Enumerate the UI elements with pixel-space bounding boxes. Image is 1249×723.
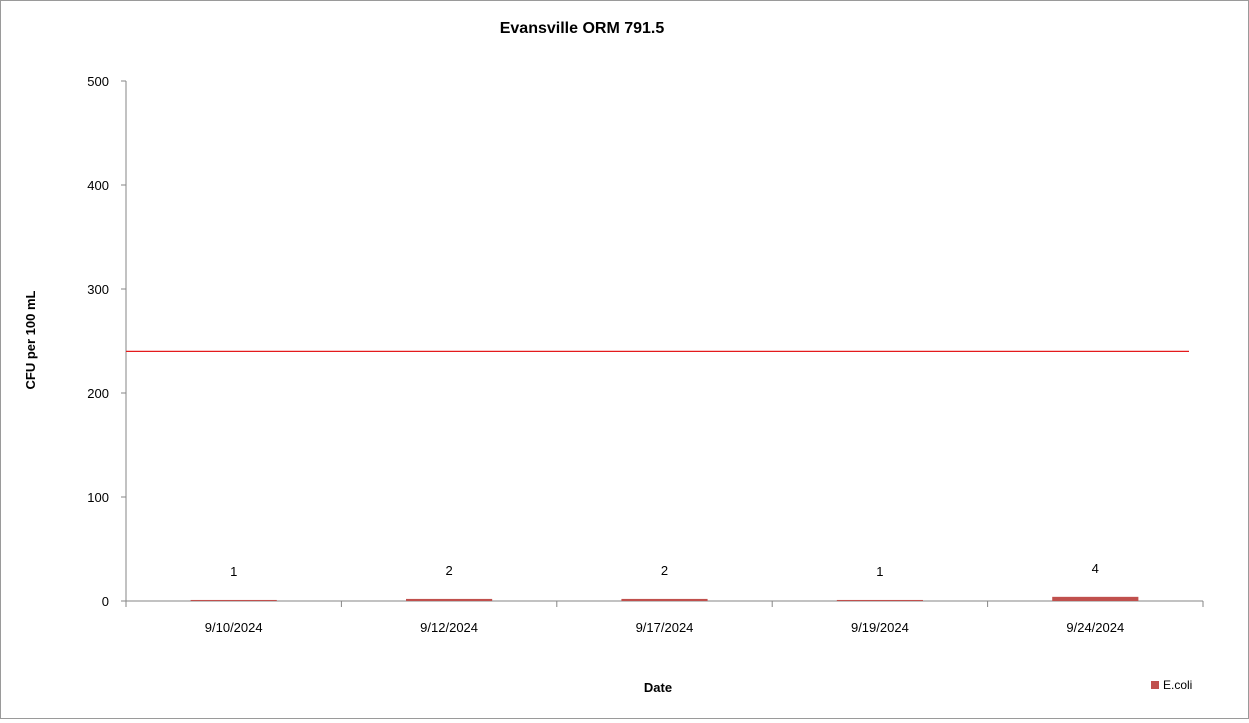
x-tick-label: 9/17/2024 bbox=[636, 620, 694, 635]
legend: E.coli bbox=[1151, 678, 1192, 692]
bar bbox=[190, 599, 277, 601]
x-tick-label: 9/19/2024 bbox=[851, 620, 909, 635]
x-tick-label: 9/12/2024 bbox=[420, 620, 478, 635]
x-axis-title: Date bbox=[644, 680, 672, 695]
y-tick-label: 100 bbox=[87, 490, 109, 505]
chart-title: Evansville ORM 791.5 bbox=[500, 20, 665, 37]
bar bbox=[836, 599, 923, 601]
y-axis-title: CFU per 100 mL bbox=[23, 290, 38, 389]
data-label: 4 bbox=[1092, 561, 1099, 576]
bar bbox=[621, 598, 708, 601]
y-tick-label: 200 bbox=[87, 386, 109, 401]
data-label: 1 bbox=[876, 564, 883, 579]
data-label: 2 bbox=[661, 563, 668, 578]
plot-area: 0 100 200 300 400 500 1 9/10/2024 2 9/12/2024 2 9/1… bbox=[87, 74, 1204, 635]
bar bbox=[1052, 596, 1139, 601]
data-label: 2 bbox=[445, 563, 452, 578]
legend-label: E.coli bbox=[1163, 678, 1192, 692]
y-tick-label: 300 bbox=[87, 282, 109, 297]
x-tick-label: 9/24/2024 bbox=[1066, 620, 1124, 635]
legend-swatch bbox=[1151, 681, 1159, 689]
y-tick-label: 400 bbox=[87, 178, 109, 193]
x-tick-label: 9/10/2024 bbox=[205, 620, 263, 635]
y-tick-label: 0 bbox=[102, 594, 109, 609]
y-tick-label: 500 bbox=[87, 74, 109, 89]
bar bbox=[406, 598, 493, 601]
data-label: 1 bbox=[230, 564, 237, 579]
